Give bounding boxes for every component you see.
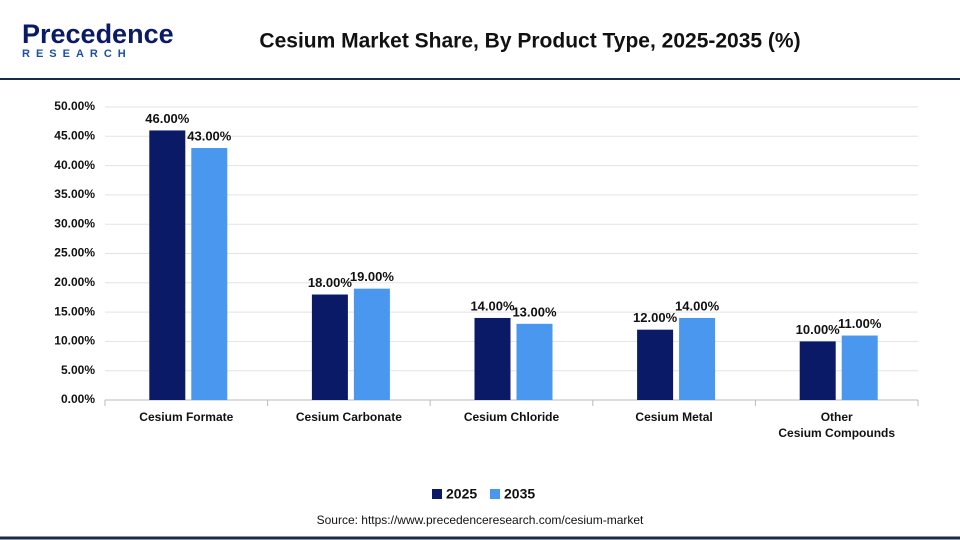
- bar: [637, 329, 674, 400]
- y-tick-label: 35.00%: [54, 187, 95, 201]
- y-tick-label: 5.00%: [61, 363, 95, 377]
- y-tick-label: 0.00%: [61, 392, 95, 406]
- legend-swatch: [490, 489, 500, 499]
- y-tick-label: 25.00%: [54, 246, 95, 260]
- bar: [149, 130, 186, 400]
- value-label: 46.00%: [145, 111, 190, 126]
- value-label: 10.00%: [796, 322, 841, 337]
- legend-label: 2035: [504, 486, 535, 502]
- x-tick-label: Cesium Chloride: [464, 410, 560, 424]
- legend-label: 2025: [446, 486, 477, 502]
- logo-name: Precedence: [22, 19, 174, 49]
- y-tick-label: 30.00%: [54, 216, 95, 230]
- bar: [799, 341, 836, 400]
- x-tick-label: Cesium Formate: [139, 410, 233, 424]
- value-label: 18.00%: [308, 275, 353, 290]
- source: Source: https://www.precedenceresearch.c…: [317, 513, 644, 527]
- value-label: 13.00%: [512, 304, 557, 319]
- value-label: 14.00%: [675, 298, 720, 313]
- x-tick-label: Cesium Carbonate: [296, 410, 402, 424]
- bar: [353, 288, 390, 400]
- y-tick-label: 10.00%: [54, 334, 95, 348]
- bar: [841, 335, 878, 400]
- bar: [679, 317, 716, 400]
- bar: [191, 148, 228, 400]
- y-tick-label: 40.00%: [54, 158, 95, 172]
- x-tick-label: Other Cesium Compounds: [778, 410, 895, 440]
- value-label: 14.00%: [470, 298, 515, 313]
- x-tick-label: Cesium Metal: [635, 410, 712, 424]
- bar: [474, 317, 511, 400]
- y-tick-label: 20.00%: [54, 275, 95, 289]
- value-label: 11.00%: [838, 316, 882, 331]
- legend-swatch: [432, 489, 442, 499]
- bar: [516, 323, 553, 400]
- y-tick-label: 15.00%: [54, 304, 95, 318]
- chart-title: Cesium Market Share, By Product Type, 20…: [259, 30, 800, 53]
- value-label: 19.00%: [350, 269, 395, 284]
- value-label: 12.00%: [633, 310, 678, 325]
- value-label: 43.00%: [187, 128, 232, 143]
- y-tick-label: 50.00%: [54, 99, 95, 113]
- y-tick-label: 45.00%: [54, 128, 95, 142]
- bar: [311, 294, 348, 400]
- logo-sub: RESEARCH: [22, 48, 132, 60]
